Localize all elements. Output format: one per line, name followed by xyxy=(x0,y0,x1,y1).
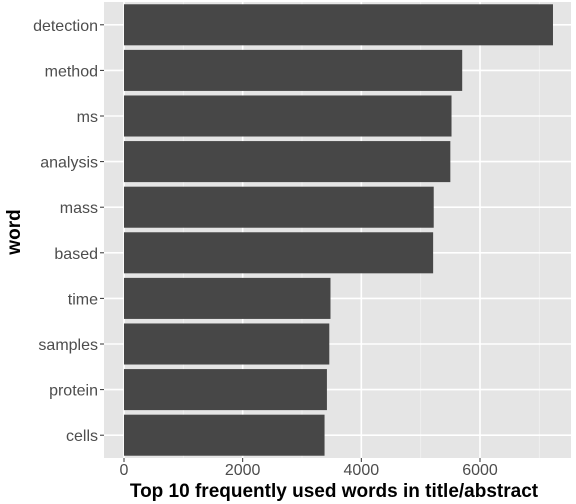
y-tick-label-samples: samples xyxy=(38,337,98,354)
x-tick-label: 4000 xyxy=(344,462,380,479)
bar-mass xyxy=(124,186,434,228)
bar-samples xyxy=(124,323,330,365)
bar-detection xyxy=(124,4,553,46)
y-tick-labels: detection method ms analysis mass based time sa… xyxy=(33,18,98,445)
x-tick-label: 0 xyxy=(120,462,129,479)
y-tick-label-protein: protein xyxy=(49,383,98,400)
x-tick-label: 6000 xyxy=(462,462,498,479)
x-axis-title: Top 10 frequently used words in title/ab… xyxy=(130,481,539,502)
y-tick-label-cells: cells xyxy=(66,428,98,445)
bar-analysis xyxy=(124,141,451,183)
x-tick-labels: 0 2000 4000 6000 xyxy=(120,462,498,479)
y-tick-label-analysis: analysis xyxy=(40,155,98,172)
x-tick-marks xyxy=(123,458,481,462)
y-tick-marks xyxy=(100,24,104,436)
y-axis-title: word xyxy=(4,209,25,255)
y-tick-label-time: time xyxy=(68,291,98,308)
bar-method xyxy=(124,49,463,91)
x-tick-label: 2000 xyxy=(225,462,261,479)
bar-cells xyxy=(124,414,325,456)
y-tick-label-detection: detection xyxy=(33,18,98,35)
bar-protein xyxy=(124,369,327,411)
bar-time xyxy=(124,277,331,319)
bar-ms xyxy=(124,95,452,137)
y-tick-label-method: method xyxy=(45,63,98,80)
bar-based xyxy=(124,232,434,274)
bars xyxy=(124,4,553,456)
y-tick-label-ms: ms xyxy=(77,109,98,126)
y-tick-label-based: based xyxy=(54,246,98,263)
y-tick-label-mass: mass xyxy=(60,200,98,217)
